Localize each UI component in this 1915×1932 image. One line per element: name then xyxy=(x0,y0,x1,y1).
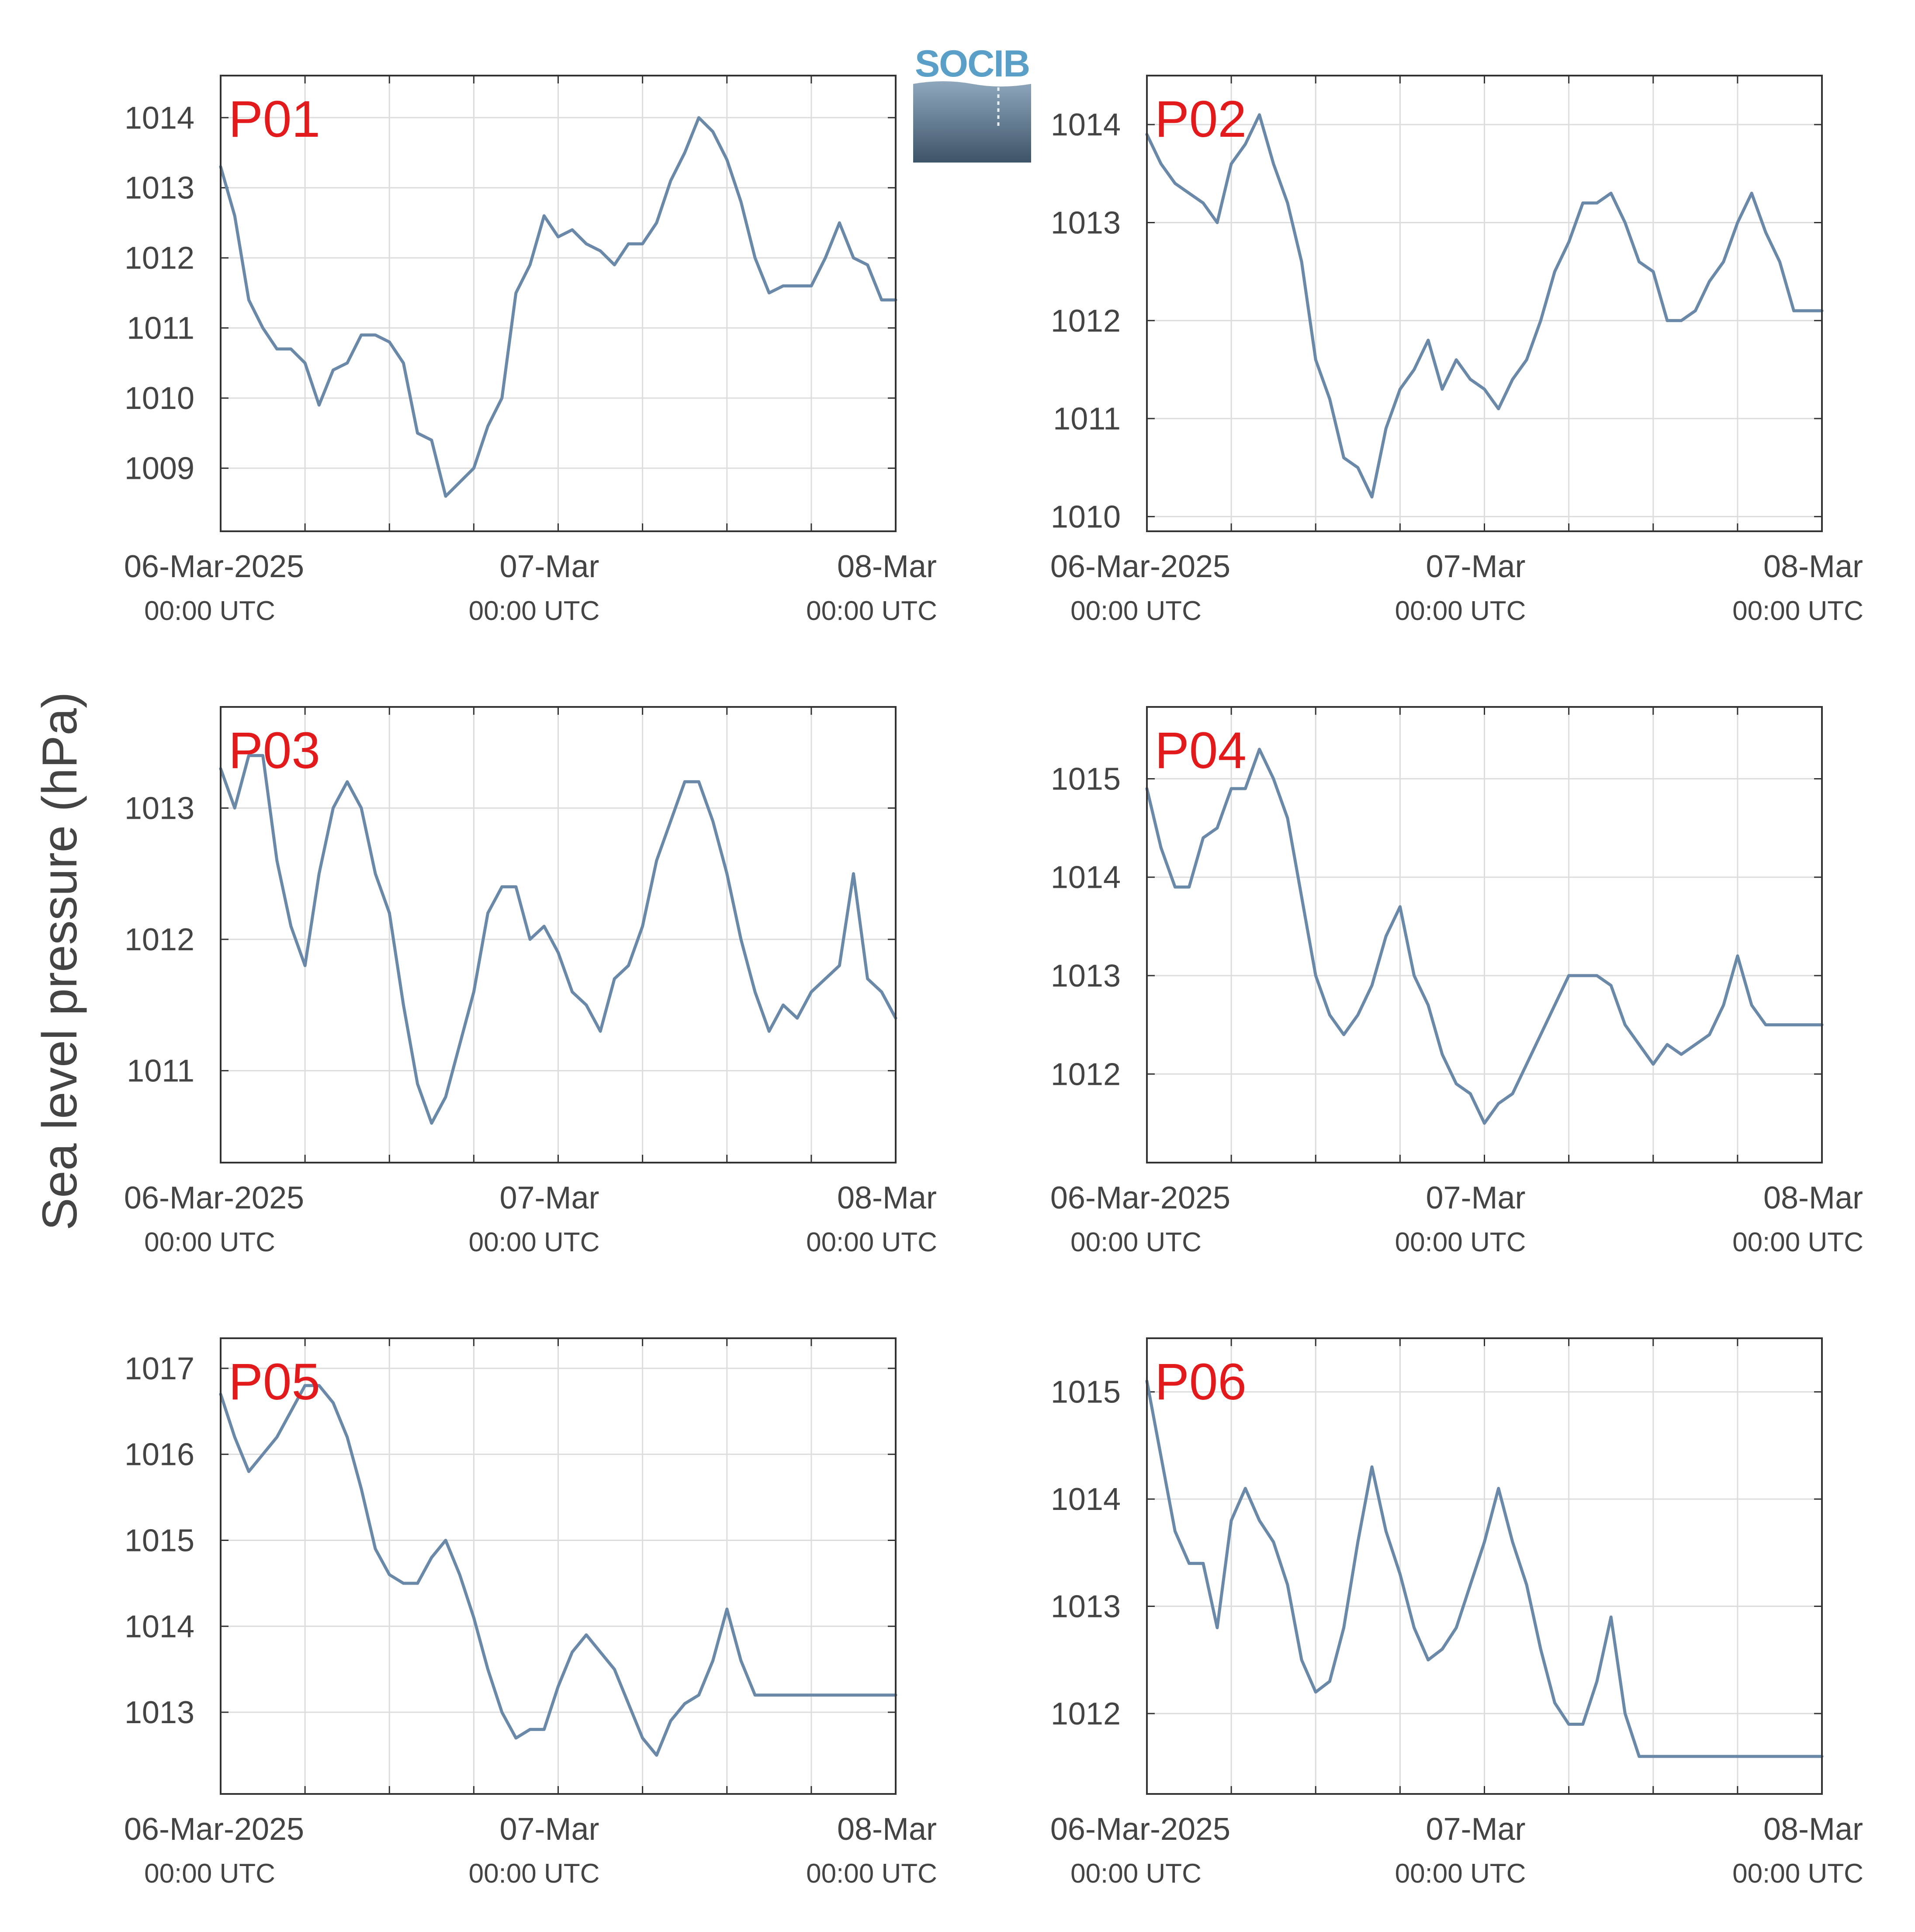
panel-label: P04 xyxy=(1155,722,1247,779)
y-tick-label: 1013 xyxy=(125,171,194,206)
y-tick-label: 1014 xyxy=(1051,107,1121,142)
x-tick-sublabel: 00:00 UTC xyxy=(144,1859,275,1889)
x-tick-sublabel: 00:00 UTC xyxy=(806,596,937,626)
y-tick-label: 1013 xyxy=(1051,1589,1121,1624)
panel-p01: 1009 1010 1011 1012 1013 1014 06-Mar-2025 00:00… xyxy=(124,75,937,626)
x-tick-sublabel: 00:00 UTC xyxy=(1395,596,1526,626)
x-tick-label: 08-Mar xyxy=(837,1181,937,1215)
x-tick-sublabel: 00:00 UTC xyxy=(144,1227,275,1257)
series-line-p06 xyxy=(1145,1379,1824,1758)
series-line-p03 xyxy=(219,754,897,1125)
series-line-p05 xyxy=(219,1384,897,1757)
x-tick-label: 06-Mar-2025 xyxy=(1050,549,1230,584)
x-tick-sublabel: 00:00 UTC xyxy=(1732,596,1863,626)
y-axis-label: Sea level pressure (hPa) xyxy=(32,692,87,1231)
x-tick-sublabel: 00:00 UTC xyxy=(469,1859,600,1889)
x-tick-label: 08-Mar xyxy=(837,1812,937,1847)
axes-frame xyxy=(1146,1337,1823,1795)
axes-frame xyxy=(1146,75,1823,532)
y-tick-label: 1013 xyxy=(125,791,194,826)
panels: 1009 1010 1011 1012 1013 1014 06-Mar-2025 00:00… xyxy=(124,75,1863,1889)
y-tick-label: 1009 xyxy=(125,451,194,486)
y-tick-label: 1013 xyxy=(125,1695,194,1730)
y-tick-label: 1011 xyxy=(1053,402,1121,436)
y-tick-label: 1011 xyxy=(127,311,194,346)
y-tick-label: 1015 xyxy=(1051,1375,1121,1410)
x-tick-sublabel: 00:00 UTC xyxy=(144,596,275,626)
x-tick-label: 06-Mar-2025 xyxy=(1050,1181,1230,1215)
y-tick-label: 1014 xyxy=(1051,1482,1121,1517)
y-tick-label: 1012 xyxy=(1051,1057,1121,1092)
y-tick-label: 1014 xyxy=(125,1609,194,1644)
x-tick-sublabel: 00:00 UTC xyxy=(806,1227,937,1257)
series-line-p01 xyxy=(219,116,897,498)
x-tick-label: 07-Mar xyxy=(1426,1181,1525,1215)
y-tick-label: 1012 xyxy=(125,241,194,276)
panel-label: P02 xyxy=(1155,90,1247,148)
panel-label: P01 xyxy=(229,90,320,148)
y-tick-label: 1015 xyxy=(1051,762,1121,796)
panel-label: P06 xyxy=(1155,1353,1247,1411)
y-tick-label: 1014 xyxy=(1051,860,1121,895)
panel-p02: 1010 1011 1012 1013 1014 06-Mar-2025 00:00 UTC… xyxy=(1050,75,1863,626)
panel-p03: 1011 1012 1013 06-Mar-2025 00:00 UTC 07-Mar 00… xyxy=(124,706,937,1257)
x-tick-sublabel: 00:00 UTC xyxy=(1070,1859,1202,1889)
y-tick-label: 1010 xyxy=(125,381,194,416)
y-tick-label: 1017 xyxy=(125,1351,194,1386)
y-tick-label: 1012 xyxy=(125,922,194,957)
x-tick-label: 08-Mar xyxy=(1763,549,1863,584)
x-tick-label: 06-Mar-2025 xyxy=(124,1181,304,1215)
series-line-p02 xyxy=(1145,113,1824,499)
panel-p05: 1013 1014 1015 1016 1017 06-Mar-2025 00:00 UTC… xyxy=(124,1337,937,1889)
axes-frame xyxy=(220,706,897,1163)
x-tick-sublabel: 00:00 UTC xyxy=(1732,1227,1863,1257)
y-tick-label: 1012 xyxy=(1051,1697,1121,1731)
x-tick-label: 07-Mar xyxy=(499,1812,599,1847)
y-tick-label: 1011 xyxy=(127,1054,194,1089)
x-tick-sublabel: 00:00 UTC xyxy=(469,1227,600,1257)
axes-frame xyxy=(220,75,897,532)
x-tick-label: 08-Mar xyxy=(837,549,937,584)
x-tick-label: 07-Mar xyxy=(1426,549,1525,584)
x-tick-label: 08-Mar xyxy=(1763,1812,1863,1847)
y-tick-label: 1013 xyxy=(1051,205,1121,240)
socib-logo: SOCIB xyxy=(913,43,1031,166)
series-line-p04 xyxy=(1145,748,1824,1125)
x-tick-label: 07-Mar xyxy=(499,1181,599,1215)
y-tick-label: 1015 xyxy=(125,1523,194,1558)
x-tick-sublabel: 00:00 UTC xyxy=(1395,1859,1526,1889)
panel-p06: 1012 1013 1014 1015 06-Mar-2025 00:00 UTC 07-M… xyxy=(1050,1337,1863,1889)
x-tick-sublabel: 00:00 UTC xyxy=(1070,1227,1202,1257)
y-tick-label: 1010 xyxy=(1051,499,1121,534)
panel-p04: 1012 1013 1014 1015 06-Mar-2025 00:00 UTC 07-M… xyxy=(1050,706,1863,1257)
y-tick-label: 1016 xyxy=(125,1437,194,1472)
x-tick-label: 07-Mar xyxy=(1426,1812,1525,1847)
x-tick-sublabel: 00:00 UTC xyxy=(1395,1227,1526,1257)
y-tick-label: 1014 xyxy=(125,100,194,135)
x-tick-label: 07-Mar xyxy=(499,549,599,584)
axes-frame xyxy=(1146,706,1823,1163)
x-tick-label: 06-Mar-2025 xyxy=(1050,1812,1230,1847)
socib-logo-text: SOCIB xyxy=(915,44,1029,85)
y-tick-label: 1013 xyxy=(1051,959,1121,994)
x-tick-sublabel: 00:00 UTC xyxy=(1732,1859,1863,1889)
x-tick-sublabel: 00:00 UTC xyxy=(1070,596,1202,626)
x-tick-label: 06-Mar-2025 xyxy=(124,1812,304,1847)
panel-label: P05 xyxy=(229,1353,320,1411)
x-tick-label: 06-Mar-2025 xyxy=(124,549,304,584)
panel-label: P03 xyxy=(229,722,320,779)
x-tick-label: 08-Mar xyxy=(1763,1181,1863,1215)
x-tick-sublabel: 00:00 UTC xyxy=(469,596,600,626)
x-tick-sublabel: 00:00 UTC xyxy=(806,1859,937,1889)
y-tick-label: 1012 xyxy=(1051,304,1121,339)
axes-frame xyxy=(220,1337,897,1795)
